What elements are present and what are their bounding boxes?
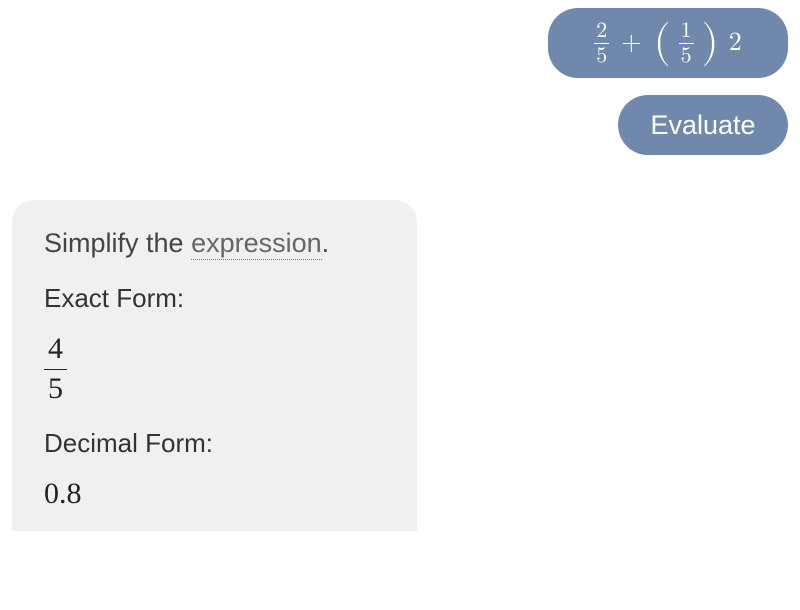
exact-numerator: 4 <box>44 332 67 369</box>
exact-denominator: 5 <box>44 369 67 407</box>
math-expression: 2 5 + ( 1 5 ) 2 <box>594 20 742 67</box>
decimal-form-value: 0.8 <box>44 477 385 511</box>
plus-operator: + <box>617 28 645 59</box>
evaluate-button[interactable]: Evaluate <box>618 95 788 155</box>
decimal-form-label: Decimal Form: <box>44 428 385 459</box>
instruction-suffix: . <box>322 228 330 258</box>
exact-form-label: Exact Form: <box>44 283 385 314</box>
fraction-2-numerator: 1 <box>679 20 694 43</box>
left-paren-icon: ( <box>653 25 670 60</box>
user-expression-bubble[interactable]: 2 5 + ( 1 5 ) 2 <box>548 8 788 78</box>
right-paren-icon: ) <box>702 25 719 60</box>
fraction-1-numerator: 2 <box>594 20 609 43</box>
fraction-2: 1 5 <box>679 20 694 67</box>
expression-term-link[interactable]: expression <box>191 228 322 260</box>
fraction-1-denominator: 5 <box>594 43 609 67</box>
instruction-line: Simplify the expression. <box>44 228 385 259</box>
fraction-1: 2 5 <box>594 20 609 67</box>
instruction-prefix: Simplify the <box>44 228 191 258</box>
trailing-multiplier: 2 <box>727 28 742 59</box>
fraction-2-denominator: 5 <box>679 43 694 67</box>
exact-form-fraction: 4 5 <box>44 332 67 406</box>
response-card: Simplify the expression. Exact Form: 4 5… <box>12 200 417 531</box>
evaluate-label: Evaluate <box>650 110 755 141</box>
